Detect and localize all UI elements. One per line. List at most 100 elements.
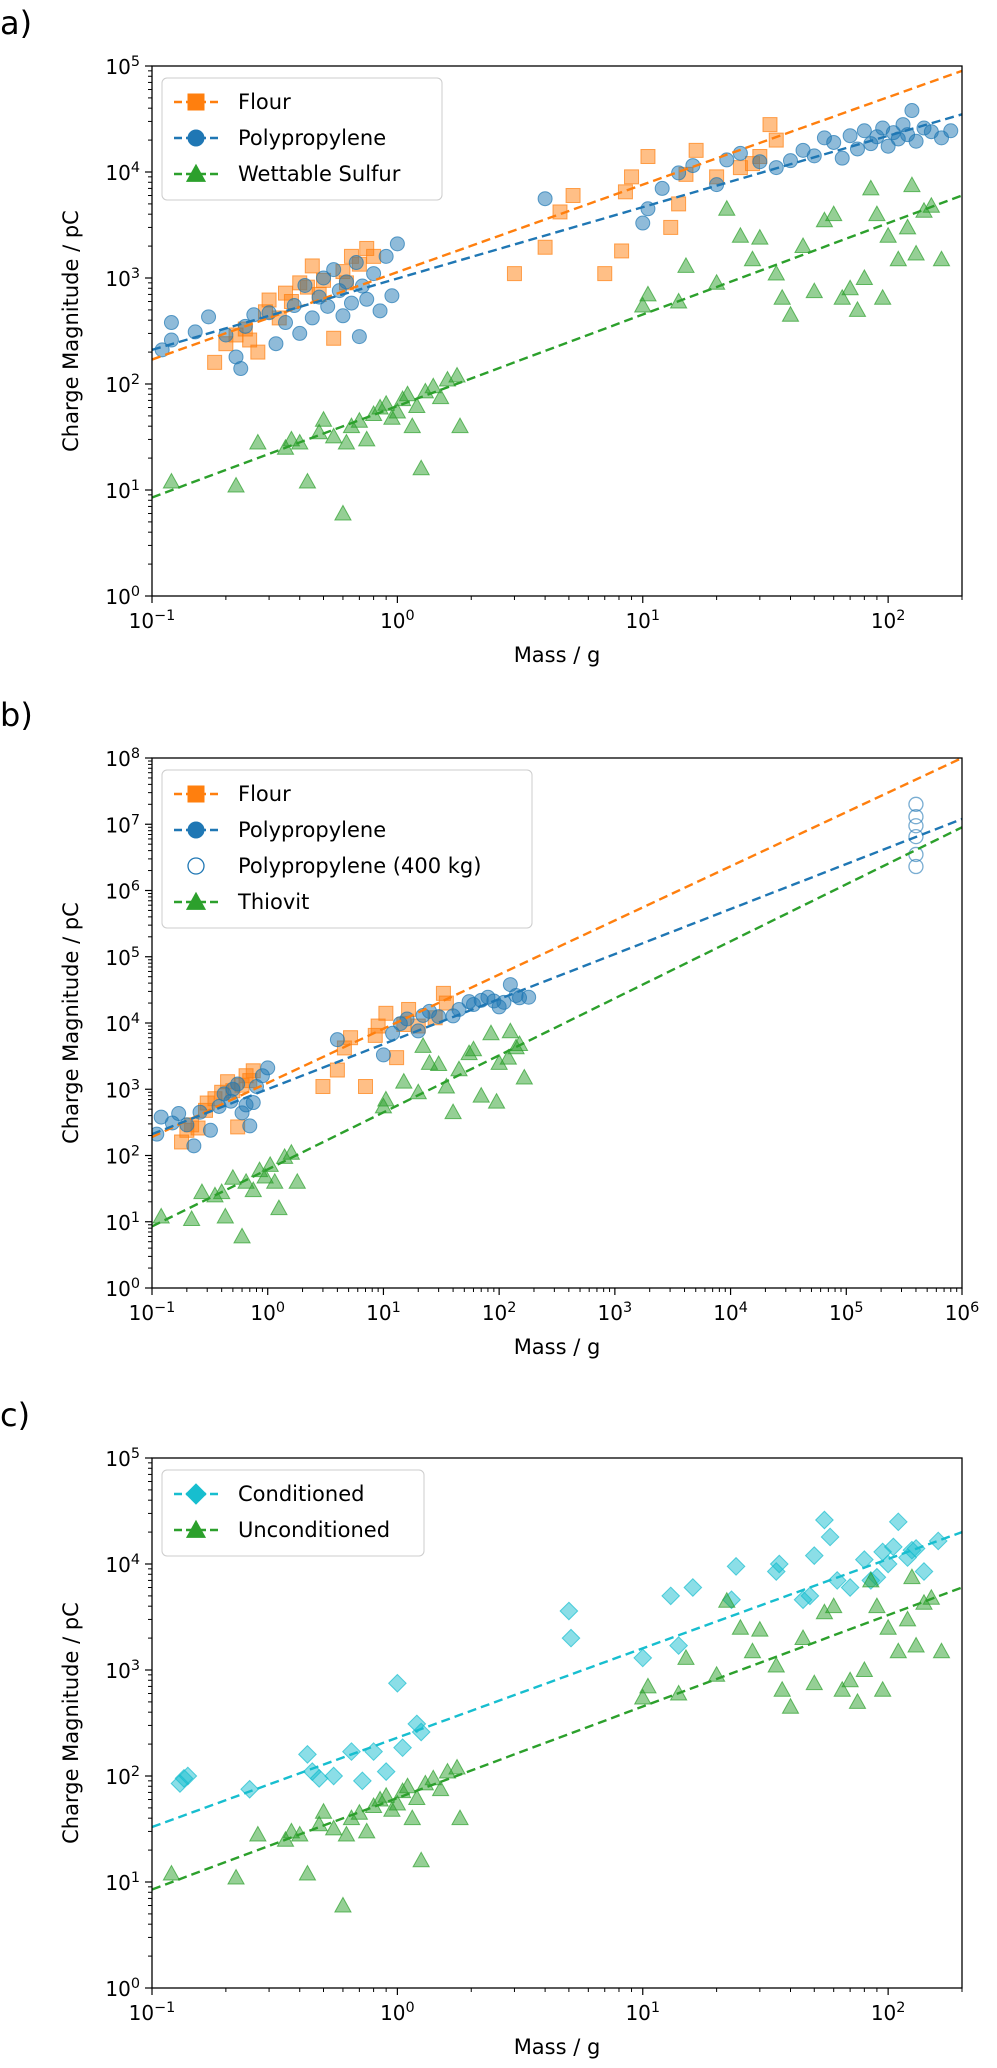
plot-area — [152, 1510, 962, 1913]
data-point — [364, 1742, 384, 1762]
data-point — [304, 258, 320, 274]
legend-item: Polypropylene (400 kg) — [187, 854, 481, 878]
legend-box — [161, 769, 533, 929]
data-point — [683, 1578, 703, 1597]
series-conditioned — [170, 1510, 948, 1799]
data-point — [163, 315, 179, 331]
x-axis-label: Mass / g — [514, 2035, 601, 2059]
data-point — [898, 218, 917, 235]
data-point — [335, 308, 351, 324]
data-point — [193, 1183, 211, 1200]
data-point — [288, 1172, 307, 1189]
data-point — [163, 332, 179, 348]
data-point — [671, 196, 687, 212]
data-point — [343, 295, 359, 311]
data-point — [451, 417, 469, 434]
data-point — [663, 219, 679, 235]
data-point — [398, 385, 417, 402]
y-tick-label: 101 — [105, 478, 140, 503]
data-point — [773, 1680, 792, 1697]
data-point — [879, 226, 898, 243]
y-tick-label: 108 — [105, 746, 140, 771]
data-point — [794, 1629, 812, 1646]
data-point — [403, 1809, 422, 1826]
data-point — [334, 504, 352, 521]
data-point — [202, 1122, 218, 1138]
fit-line — [152, 194, 962, 499]
data-point — [661, 1586, 681, 1606]
legend-label: Polypropylene — [238, 126, 386, 150]
data-point — [806, 148, 822, 164]
y-tick-label: 101 — [105, 1210, 140, 1235]
data-point — [398, 1777, 417, 1794]
legend-marker — [187, 857, 205, 875]
data-point — [329, 1062, 345, 1078]
y-tick-label: 102 — [105, 372, 140, 397]
axis-ticks — [145, 65, 963, 603]
data-point — [242, 1118, 258, 1134]
legend-marker — [187, 785, 205, 803]
fit-line — [152, 826, 962, 1228]
data-point — [833, 288, 852, 305]
data-point — [731, 1618, 750, 1635]
data-point — [669, 1636, 689, 1656]
data-point — [357, 1822, 376, 1839]
data-point — [387, 1673, 407, 1693]
data-point — [804, 1546, 824, 1566]
data-point — [639, 1677, 657, 1694]
data-point — [448, 1758, 466, 1775]
data-point — [868, 1597, 886, 1614]
series-thiovit — [152, 1022, 534, 1244]
data-point — [377, 1786, 396, 1803]
data-point — [431, 388, 450, 405]
fit-line — [152, 758, 962, 1139]
data-point — [726, 1556, 746, 1576]
data-point — [633, 1688, 652, 1705]
data-point — [358, 1079, 374, 1095]
data-point — [677, 1648, 695, 1665]
y-tick-label: 103 — [105, 1077, 140, 1102]
plot-area — [152, 758, 962, 1244]
fit-line — [152, 113, 962, 351]
data-point — [182, 1209, 201, 1226]
data-point — [768, 132, 784, 148]
data-point — [424, 1769, 443, 1786]
legend-marker — [185, 1519, 207, 1538]
data-point — [824, 1597, 843, 1614]
data-point — [265, 1172, 284, 1189]
data-point — [394, 1072, 413, 1089]
data-point — [880, 138, 896, 154]
data-point — [304, 310, 320, 326]
legend-label: Polypropylene (400 kg) — [238, 854, 481, 878]
data-point — [805, 282, 824, 299]
data-point — [908, 133, 924, 149]
data-point — [487, 1092, 506, 1109]
data-point — [223, 1168, 242, 1185]
data-point — [750, 1620, 769, 1637]
data-point — [324, 427, 343, 444]
data-point — [412, 1851, 431, 1868]
data-point — [868, 205, 886, 222]
x-tick-label: 10−1 — [129, 2000, 176, 2025]
data-point — [438, 995, 454, 1011]
data-point — [297, 277, 313, 293]
legend-label: Flour — [238, 782, 291, 806]
data-point — [152, 1207, 171, 1224]
data-point — [207, 354, 223, 370]
data-point — [377, 394, 396, 411]
legend-item: Flour — [174, 782, 291, 806]
data-point — [820, 1527, 840, 1547]
legend: Conditioned Unconditioned — [161, 1469, 425, 1557]
legend-item: Polypropylene — [174, 126, 386, 150]
y-tick-label: 103 — [105, 1658, 140, 1683]
data-point — [227, 476, 245, 493]
y-tick-label: 100 — [105, 1276, 140, 1301]
data-point — [842, 128, 858, 144]
data-point — [908, 818, 924, 834]
data-point — [888, 1512, 908, 1532]
data-point — [932, 1642, 951, 1659]
data-point — [359, 291, 375, 307]
data-point — [248, 433, 267, 450]
data-point — [315, 1079, 331, 1095]
